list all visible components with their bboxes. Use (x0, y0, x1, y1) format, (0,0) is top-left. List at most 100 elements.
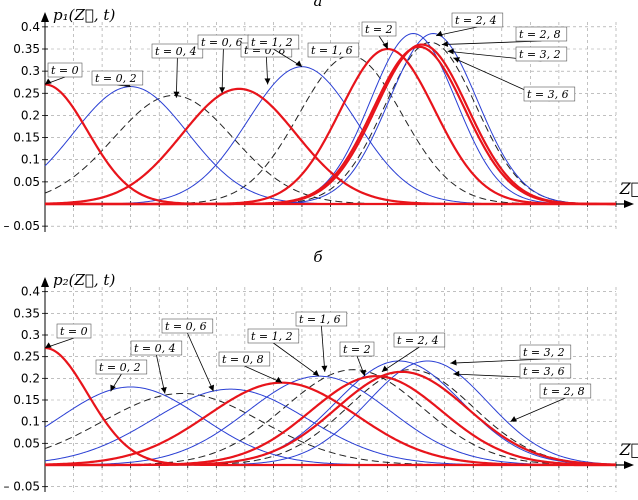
y-tick-label: 0.15 (13, 393, 40, 407)
y-tick-label: 0.4 (21, 20, 40, 34)
label-arrowhead (441, 40, 449, 47)
label-arrowhead (450, 359, 457, 366)
label-box (95, 359, 148, 375)
label-arrowhead (510, 416, 518, 422)
label-box (56, 323, 92, 339)
curve-labels: t = 0 t = 0, 2 t = 0, 4 t = 0, 6 t = 0, 8 t =… (44, 311, 592, 423)
label-box (47, 62, 83, 78)
curve-label: t = 0, 2 (95, 72, 137, 85)
series-line (45, 370, 617, 467)
series-line (45, 369, 617, 466)
y-tick-label: 0.2 (21, 108, 40, 122)
label-leader (321, 325, 326, 372)
label-leader (175, 57, 178, 98)
curve-label: t = 2 (365, 23, 393, 36)
label-arrowhead (382, 42, 388, 50)
curve-label: t = 1, 2 (251, 330, 293, 343)
y-tick-label: 0.4 (21, 285, 40, 299)
label-box (361, 21, 397, 37)
label-leader (221, 48, 224, 94)
y-tick-label: 0.05 (13, 175, 40, 189)
curve-label: t = 0 (51, 64, 79, 77)
label-leader (436, 26, 478, 37)
curve-label: t = 2, 8 (519, 28, 561, 41)
label-box (451, 12, 504, 28)
label-arrowhead (447, 48, 454, 55)
curve-label: t = 2, 4 (455, 14, 497, 27)
label-arrowhead (160, 387, 167, 394)
curve-label: t = 1, 6 (299, 313, 341, 326)
y-tick-label: 0.3 (21, 64, 40, 78)
y-tick-label: – 0.05 (3, 219, 40, 233)
y-tick-label: 0.15 (13, 131, 40, 145)
series-line (44, 87, 616, 206)
y-axis-arrow (41, 277, 49, 287)
label-arrowhead (44, 78, 52, 85)
x-axis-label: Z⃗ (619, 179, 638, 198)
label-arrowhead (173, 91, 180, 98)
label-box (515, 46, 568, 62)
label-leader (450, 358, 546, 364)
curve-label: t = 0, 6 (201, 36, 243, 49)
label-box (339, 341, 375, 357)
label-leader (441, 40, 542, 45)
y-axis-label: p₂(Z⃗, t) (53, 271, 115, 289)
label-leader (156, 354, 166, 394)
label-box (247, 34, 300, 50)
y-tick-label: – 0.05 (3, 480, 40, 494)
y-tick-label: 0.35 (13, 306, 40, 320)
x-axis-arrow (624, 461, 634, 469)
label-leader (244, 365, 283, 384)
label-arrowhead (295, 60, 302, 67)
curve-label: t = 3, 6 (527, 88, 569, 101)
label-box (519, 363, 572, 379)
label-arrowhead (360, 369, 366, 377)
curve-label: t = 0, 6 (165, 320, 207, 333)
y-axis-label: p₁(Z⃗, t) (53, 6, 115, 24)
curve-label: t = 0, 4 (134, 342, 176, 355)
label-box (91, 70, 144, 86)
label-box (151, 43, 204, 59)
caption-top: а (314, 0, 323, 10)
label-box (307, 42, 360, 58)
label-arrowhead (381, 365, 389, 372)
label-arrowhead (453, 57, 460, 63)
x-axis-arrow (624, 200, 634, 208)
label-arrowhead (321, 365, 328, 372)
curve-label: t = 3, 6 (523, 365, 565, 378)
label-arrowhead (219, 87, 226, 94)
label-arrowhead (436, 30, 443, 37)
label-box (523, 86, 576, 102)
label-leader (381, 346, 420, 373)
y-axis-arrow (41, 12, 49, 22)
label-arrowhead (264, 78, 271, 85)
y-tick-label: 0.3 (21, 328, 40, 342)
curve-label: t = 3, 2 (519, 48, 561, 61)
y-tick-label: 0.1 (21, 153, 40, 167)
curve-label: t = 0, 8 (222, 353, 264, 366)
series-line (45, 369, 617, 466)
curve-label: t = 2 (343, 343, 371, 356)
curve-label: t = 0, 4 (155, 45, 197, 58)
curve-label: t = 3, 2 (523, 346, 565, 359)
series-line (45, 41, 617, 205)
label-leader (187, 332, 214, 392)
label-arrowhead (275, 376, 282, 383)
label-arrowhead (45, 342, 52, 348)
label-box (247, 328, 300, 344)
label-arrowhead (453, 370, 460, 377)
curve-label: t = 1, 2 (251, 36, 293, 49)
label-box (130, 340, 183, 356)
label-box (218, 351, 271, 367)
x-axis-label: Z⃗ (619, 440, 638, 459)
curve-label: t = 2, 4 (397, 334, 439, 347)
label-arrowhead (312, 369, 320, 377)
curve-label: t = 0, 2 (99, 361, 141, 374)
curve-label: t = 2, 8 (543, 385, 585, 398)
y-tick-label: 0.05 (13, 436, 40, 450)
label-arrowhead (208, 384, 215, 392)
label-box (515, 26, 568, 42)
series-line (45, 375, 616, 466)
y-tick-label: 0.25 (13, 350, 40, 364)
